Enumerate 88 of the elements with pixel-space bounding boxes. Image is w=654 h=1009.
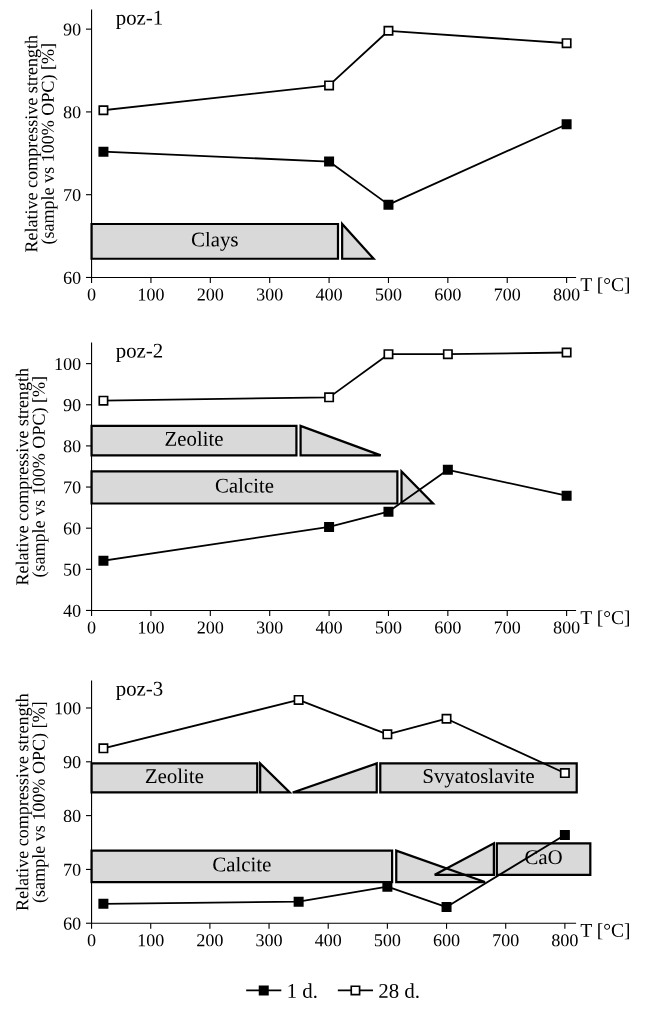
x-tick-label: 400 [315,934,342,947]
x-axis-title: T [°C] [580,610,630,627]
y-tick-label: 70 [64,481,81,494]
legend-label: 28 d. [379,983,419,999]
x-tick-label: 700 [494,288,521,301]
point [442,464,453,475]
point [561,38,572,49]
band-label: Calcite [215,478,274,493]
y-tick-label: 80 [63,440,81,453]
point [383,199,394,210]
point [98,105,109,116]
point [561,347,572,358]
point [324,521,335,532]
x-tick-label: 300 [257,288,283,301]
x-tick-label: 600 [435,621,461,634]
point [382,729,393,740]
x-tick-label: 500 [375,288,402,301]
band-label: CaO [525,850,562,865]
y-tick-label: 100 [55,357,81,371]
y-axis-title: Relative compressive strength (sample vs 100% OPC) [%] [15,693,49,911]
x-axis-title: T [°C] [580,923,630,940]
chart-title: poz-1 [116,10,162,29]
x-tick-label: 200 [197,934,223,947]
x-tick-label: 500 [375,621,402,634]
x-tick-label: 600 [435,288,461,301]
point [561,119,572,130]
point [324,80,335,91]
x-tick-label: 500 [374,934,401,947]
y-tick-label: 60 [63,271,81,284]
x-tick-label: 300 [256,934,282,947]
x-tick-label: 100 [138,934,164,947]
x-tick-label: 400 [315,288,342,301]
y-axis-title: Relative compressive strength (sample vs 100% OPC) [%] [24,35,58,253]
point [441,902,452,913]
x-tick-label: 0 [87,621,96,634]
point [442,349,453,360]
band-label: Zeolite [145,768,204,784]
point [293,896,304,907]
y-tick-label: 70 [64,188,81,202]
point [98,898,109,909]
x-tick-label: 800 [553,621,580,634]
x-tick-label: 200 [197,621,224,634]
point [383,25,394,36]
y-tick-label: 80 [63,106,81,119]
chart-title: poz-2 [116,343,163,362]
point [324,156,335,167]
y-axis-title: Relative compressive strength (sample vs 100% OPC) [%] [15,368,49,586]
point [441,713,452,724]
band-label: Svyatoslavite [423,768,534,788]
y-tick-label: 90 [63,756,81,769]
x-tick-label: 800 [553,288,580,301]
x-axis-title: T [°C] [580,277,630,294]
x-tick-label: 700 [494,621,521,634]
y-tick-label: 100 [55,702,81,715]
x-tick-label: 100 [138,288,164,301]
y-tick-label: 70 [64,863,81,876]
x-tick-label: 600 [433,934,460,947]
y-tick-label: 80 [63,809,81,823]
x-tick-label: 700 [493,934,519,947]
x-tick-label: 400 [315,621,342,634]
y-tick-label: 40 [63,604,81,617]
point [293,694,304,705]
y-tick-label: 90 [63,23,81,36]
x-tick-label: 200 [197,288,224,301]
x-tick-label: 100 [138,621,164,634]
point [561,490,572,501]
band-label: Clays [191,231,238,251]
point [383,349,394,360]
y-tick-label: 90 [63,399,81,412]
y-tick-label: 60 [63,522,81,535]
point [559,768,570,779]
band-label: Calcite [213,856,271,872]
x-tick-label: 800 [552,934,578,947]
x-tick-label: 0 [87,288,96,301]
y-tick-label: 60 [63,917,81,930]
x-tick-label: 0 [87,934,96,947]
point [383,506,394,517]
point [98,146,109,157]
point [98,743,109,754]
x-tick-label: 300 [257,621,283,634]
point [559,829,570,840]
point [98,555,109,566]
legend-label: 1 d. [288,983,317,999]
y-tick-label: 50 [64,563,81,576]
chart-title: poz-3 [116,681,163,700]
band-label: Zeolite [165,431,223,446]
point [324,392,335,403]
point [98,395,109,406]
